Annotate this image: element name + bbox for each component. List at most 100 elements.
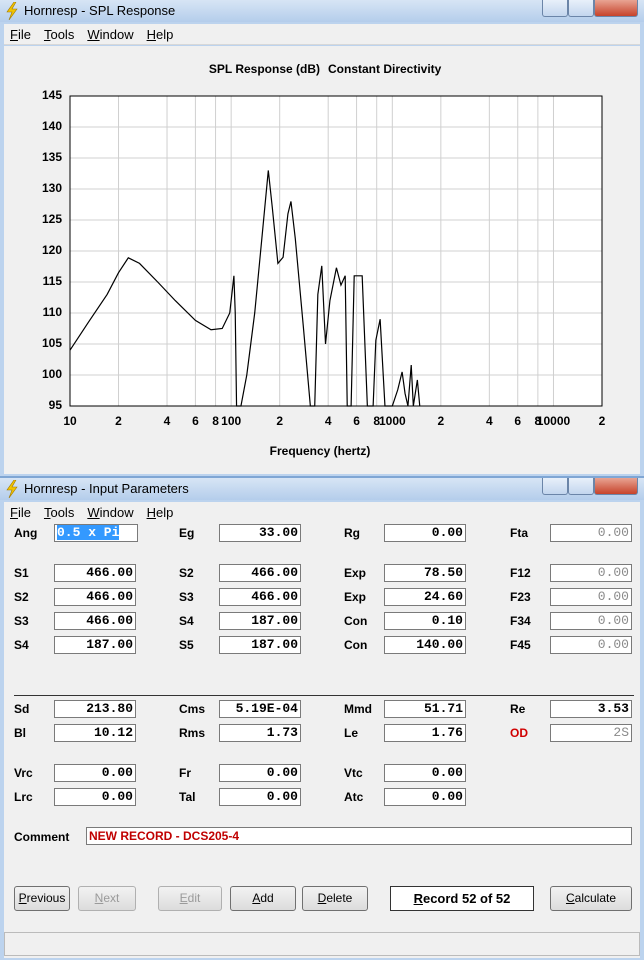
spl-window: Hornresp - SPL Response File Tools Window H… <box>0 0 644 476</box>
menu-item[interactable]: Tools <box>43 27 75 42</box>
menu-item[interactable]: Help <box>146 505 174 520</box>
field-label: Con <box>344 614 368 628</box>
field-input[interactable]: 0.00 <box>54 764 136 782</box>
field-input[interactable]: 33.00 <box>219 524 301 542</box>
field-input[interactable]: 466.00 <box>54 612 136 630</box>
field-label: S4 <box>14 638 29 652</box>
button[interactable]: Add <box>230 886 296 911</box>
field-value: 0.00 <box>431 525 463 540</box>
button[interactable]: Delete <box>302 886 368 911</box>
button[interactable]: Previous <box>14 886 70 911</box>
field-value: 51.71 <box>423 701 463 716</box>
field-input[interactable]: 0.00 <box>54 788 136 806</box>
x-tick-label: 8 <box>535 414 542 428</box>
field-value: 0.00 <box>597 613 629 628</box>
menu-item[interactable]: Window <box>87 505 134 520</box>
field-input[interactable]: 0.00 <box>219 788 301 806</box>
menu-item[interactable]: File <box>10 27 31 42</box>
field-label: F23 <box>510 590 531 604</box>
window-title: Hornresp - SPL Response <box>24 3 176 18</box>
maximize[interactable] <box>568 0 594 17</box>
menu-item[interactable]: Tools <box>43 505 75 520</box>
y-tick-label: 135 <box>42 150 62 164</box>
field-input[interactable]: 213.80 <box>54 700 136 718</box>
field-input[interactable]: 0.00 <box>550 524 632 542</box>
field-input[interactable]: 0.00 <box>550 588 632 606</box>
field-input[interactable]: 24.60 <box>384 588 466 606</box>
minimize[interactable] <box>542 478 568 495</box>
field-value: 0.00 <box>266 765 298 780</box>
field-input[interactable]: 140.00 <box>384 636 466 654</box>
field-label: Atc <box>344 790 364 804</box>
field-input[interactable]: 1.76 <box>384 724 466 742</box>
field-input[interactable]: 0.5 x Pi <box>54 524 138 542</box>
button[interactable]: Calculate <box>550 886 632 911</box>
field-input[interactable]: 0.10 <box>384 612 466 630</box>
field-input[interactable]: 3.53 <box>550 700 632 718</box>
field-value: 466.00 <box>86 565 133 580</box>
field-input[interactable]: 0.00 <box>550 612 632 630</box>
field-label: Fta <box>510 526 528 540</box>
field-input[interactable]: 0.00 <box>384 764 466 782</box>
field-label: S3 <box>14 614 29 628</box>
close[interactable] <box>594 0 638 17</box>
field-input[interactable]: 1.73 <box>219 724 301 742</box>
minimize[interactable] <box>542 0 568 17</box>
field-label: Bl <box>14 726 26 740</box>
field-input[interactable]: 466.00 <box>219 588 301 606</box>
field-input[interactable]: 0.00 <box>219 764 301 782</box>
close[interactable] <box>594 478 638 495</box>
field-input[interactable]: 78.50 <box>384 564 466 582</box>
field-label: Fr <box>179 766 191 780</box>
field-input[interactable]: 0.00 <box>550 564 632 582</box>
field-label: F12 <box>510 566 531 580</box>
menu-bar: File Tools Window Help <box>4 24 640 45</box>
comment-label: Comment <box>14 830 70 844</box>
menu-item[interactable]: File <box>10 505 31 520</box>
spl-curve <box>69 170 421 407</box>
menu-item[interactable]: Help <box>146 27 174 42</box>
field-input[interactable]: 0.00 <box>384 524 466 542</box>
menu-bar: File Tools Window Help <box>4 502 640 523</box>
field-label: Re <box>510 702 526 716</box>
field-value: 466.00 <box>86 589 133 604</box>
field-input[interactable]: 2S <box>550 724 632 742</box>
field-label: Exp <box>344 590 367 604</box>
field-value: 0.00 <box>597 525 629 540</box>
window-buttons <box>542 0 638 18</box>
field-label: Eg <box>179 526 195 540</box>
comment-input[interactable]: NEW RECORD - DCS205-4 <box>86 827 632 845</box>
field-input[interactable]: 10.12 <box>54 724 136 742</box>
y-tick-label: 125 <box>42 212 62 226</box>
field-input[interactable]: 466.00 <box>54 588 136 606</box>
field-value: 140.00 <box>416 637 463 652</box>
field-value: 0.00 <box>431 789 463 804</box>
field-value: 1.76 <box>431 725 463 740</box>
x-axis-label: Frequency (hertz) <box>270 444 371 458</box>
chart-title: SPL Response (dB) <box>209 62 320 76</box>
field-input[interactable]: 466.00 <box>219 564 301 582</box>
field-input[interactable]: 0.00 <box>550 636 632 654</box>
field-value: 0.00 <box>597 637 629 652</box>
chart: SPL Response (dB) Constant Directivity F… <box>42 62 606 458</box>
menu-item[interactable]: Window <box>87 27 134 42</box>
maximize[interactable] <box>568 478 594 495</box>
field-value: 187.00 <box>251 637 298 652</box>
x-tick-label: 6 <box>192 414 199 428</box>
field-input[interactable]: 466.00 <box>54 564 136 582</box>
field-label: Con <box>344 638 368 652</box>
field-label: F34 <box>510 614 531 628</box>
field-input[interactable]: 5.19E-04 <box>219 700 301 718</box>
field-value: 5.19E-04 <box>235 701 298 716</box>
field-input[interactable]: 187.00 <box>219 636 301 654</box>
field-input[interactable]: 51.71 <box>384 700 466 718</box>
field-label: S2 <box>179 566 194 580</box>
field-value: 3.53 <box>597 701 629 716</box>
field-input[interactable]: 187.00 <box>219 612 301 630</box>
x-tick-label: 6 <box>514 414 521 428</box>
field-label: S1 <box>14 566 29 580</box>
field-value: 2S <box>613 725 629 740</box>
field-input[interactable]: 187.00 <box>54 636 136 654</box>
field-input[interactable]: 0.00 <box>384 788 466 806</box>
window-title: Hornresp - Input Parameters <box>24 481 189 496</box>
